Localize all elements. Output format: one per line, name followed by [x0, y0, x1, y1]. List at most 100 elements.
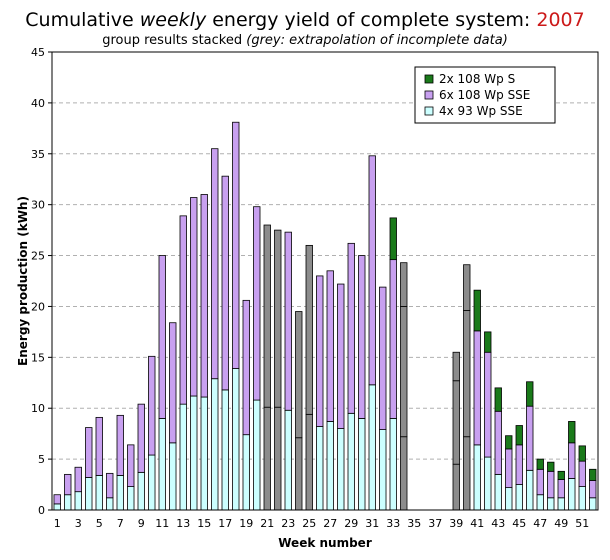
bar-week-51-2x108s — [578, 445, 586, 462]
x-tick-label-21: 21 — [260, 517, 274, 530]
bar-week-20-4x93 — [253, 399, 261, 511]
bar-week-45-2x108s — [515, 425, 523, 446]
x-tick-label-43: 43 — [491, 517, 505, 530]
bar-week-32-4x93 — [379, 429, 387, 511]
bar-week-41-2x108s — [473, 289, 481, 332]
bar-week-5-6x108 — [95, 416, 103, 476]
x-tick-label-17: 17 — [218, 517, 232, 530]
bar-week-8-4x93 — [127, 486, 135, 511]
bar-week-1-4x93 — [53, 503, 61, 511]
x-tick-label-51: 51 — [575, 517, 589, 530]
bar-week-25-grey-lower — [305, 413, 313, 511]
y-tick-label-25: 25 — [31, 250, 45, 263]
bar-week-20-6x108 — [253, 206, 261, 401]
x-tick-label-23: 23 — [281, 517, 295, 530]
subtitle-note: (grey: extrapolation of incomplete data) — [246, 33, 508, 48]
bar-week-17-4x93 — [221, 389, 229, 511]
y-tick-label-45: 45 — [31, 46, 45, 59]
x-axis-label: Week number — [278, 536, 372, 550]
bar-week-15-4x93 — [200, 396, 208, 511]
bar-week-34-grey-lower — [400, 436, 408, 511]
y-tick-label-10: 10 — [31, 402, 45, 415]
bar-week-1-6x108 — [53, 494, 61, 505]
bar-week-30-6x108 — [358, 255, 366, 419]
bar-week-15-6x108 — [200, 194, 208, 398]
bar-week-26-6x108 — [316, 275, 324, 427]
bar-week-22-grey-lower — [274, 406, 282, 511]
bar-week-43-4x93 — [494, 473, 502, 511]
bar-week-24-grey-lower — [295, 437, 303, 511]
bar-week-52-6x108 — [589, 480, 597, 499]
bar-week-44-6x108 — [505, 448, 513, 489]
bar-week-9-4x93 — [137, 471, 145, 511]
bar-week-22-grey-mid — [274, 229, 282, 408]
x-tick-label-11: 11 — [155, 517, 169, 530]
x-tick-label-41: 41 — [470, 517, 484, 530]
bar-week-24-grey-mid — [295, 311, 303, 439]
bar-week-50-2x108s — [568, 421, 576, 444]
title-emphasis: weekly — [139, 9, 207, 31]
bar-week-28-4x93 — [337, 428, 345, 511]
bar-week-27-4x93 — [326, 421, 334, 511]
bar-week-32-6x108 — [379, 286, 387, 430]
bar-week-33-2x108s — [389, 217, 397, 261]
bar-week-51-6x108 — [578, 460, 586, 487]
bar-week-34-grey-upper — [400, 262, 408, 307]
x-tick-label-13: 13 — [176, 517, 190, 530]
bar-week-44-4x93 — [505, 487, 513, 511]
bar-week-16-4x93 — [211, 378, 219, 511]
y-tick-label-40: 40 — [31, 97, 45, 110]
title-year: 2007 — [536, 9, 585, 31]
bar-week-17-6x108 — [221, 175, 229, 391]
bar-week-27-6x108 — [326, 270, 334, 422]
bar-week-19-4x93 — [242, 434, 250, 511]
y-tick-label-20: 20 — [31, 300, 45, 313]
axes — [48, 51, 599, 511]
bar-week-7-6x108 — [116, 414, 124, 476]
bar-week-39-grey-mid — [452, 380, 460, 465]
legend-label-0: 2x 108 Wp S — [439, 72, 515, 86]
bar-week-43-6x108 — [494, 410, 502, 475]
bar-week-2-6x108 — [64, 473, 72, 496]
bar-week-23-6x108 — [284, 231, 292, 411]
bar-week-18-6x108 — [232, 121, 240, 369]
bar-week-51-4x93 — [578, 486, 586, 511]
bar-week-6-6x108 — [106, 472, 114, 499]
x-tick-label-31: 31 — [365, 517, 379, 530]
bar-week-29-6x108 — [347, 242, 355, 414]
bar-week-41-6x108 — [473, 330, 481, 446]
legend: 2x 108 Wp S 6x 108 Wp SSE 4x 93 Wp SSE — [414, 66, 556, 124]
legend-swatch-1 — [424, 90, 434, 100]
x-tick-label-33: 33 — [386, 517, 400, 530]
bar-week-6-4x93 — [106, 497, 114, 511]
x-tick-label-35: 35 — [407, 517, 421, 530]
bar-week-4-4x93 — [85, 477, 93, 511]
x-tick-label-1: 1 — [54, 517, 61, 530]
x-tick-label-19: 19 — [239, 517, 253, 530]
bar-week-19-6x108 — [242, 299, 250, 436]
bar-week-12-4x93 — [169, 442, 177, 511]
bar-week-42-2x108s — [484, 331, 492, 353]
bar-week-10-4x93 — [148, 454, 156, 511]
x-tick-label-9: 9 — [138, 517, 145, 530]
x-tick-label-45: 45 — [512, 517, 526, 530]
bar-week-50-4x93 — [568, 478, 576, 511]
plot-frame — [51, 51, 599, 511]
bar-week-42-6x108 — [484, 351, 492, 458]
bar-week-49-2x108s — [557, 470, 565, 480]
x-tick-label-25: 25 — [302, 517, 316, 530]
bar-week-45-6x108 — [515, 444, 523, 485]
bar-week-30-4x93 — [358, 417, 366, 511]
x-tick-labels: 1 3 5 7 9 11 13 15 17 19 21 23 25 27 29 31 33 35 37 39 41 43 4… — [54, 517, 590, 530]
bar-week-12-6x108 — [169, 322, 177, 444]
bar-week-4-6x108 — [85, 427, 93, 478]
bar-week-5-4x93 — [95, 474, 103, 511]
legend-label-1: 6x 108 Wp SSE — [439, 88, 530, 102]
bar-week-47-4x93 — [536, 494, 544, 511]
y-tick-label-0: 0 — [38, 504, 45, 517]
bar-week-52-2x108s — [589, 468, 597, 481]
bar-week-40-grey-lower — [463, 436, 471, 511]
y-tick-label-15: 15 — [31, 351, 45, 364]
subtitle-text: group results stacked — [102, 33, 247, 48]
